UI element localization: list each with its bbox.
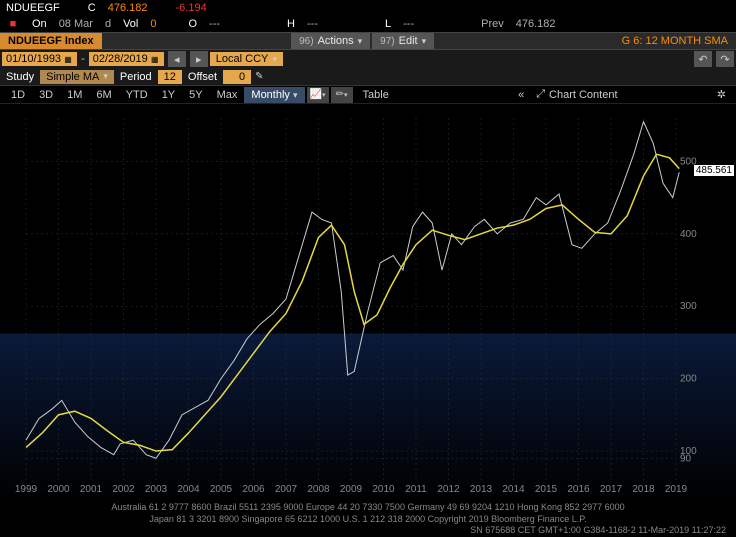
- track-label: On: [32, 18, 47, 30]
- timeframe-1y[interactable]: 1Y: [155, 87, 182, 103]
- chevron-down-icon: ▾: [103, 71, 108, 82]
- date-value: 08 Mar: [59, 18, 93, 30]
- high-value: ---: [307, 18, 318, 30]
- change-value: -6.194: [176, 2, 207, 14]
- svg-text:200: 200: [680, 374, 697, 385]
- svg-text:2016: 2016: [567, 484, 590, 495]
- redo-button[interactable]: ↷: [716, 51, 734, 67]
- offset-label: Offset: [184, 70, 221, 84]
- chart-content-button[interactable]: ⤢Chart Content: [536, 88, 617, 101]
- close-label: C: [88, 2, 96, 14]
- study-dropdown[interactable]: Simple MA ▾: [40, 70, 114, 84]
- svg-text:2001: 2001: [80, 484, 103, 495]
- svg-text:2006: 2006: [242, 484, 265, 495]
- svg-text:2003: 2003: [145, 484, 168, 495]
- drawing-tools-button[interactable]: ✏▾: [331, 87, 353, 103]
- edit-menu[interactable]: 97) Edit ▾: [372, 33, 434, 49]
- svg-text:2014: 2014: [502, 484, 525, 495]
- svg-text:2010: 2010: [372, 484, 395, 495]
- calendar-icon[interactable]: ▦: [150, 54, 160, 64]
- open-value: ---: [209, 18, 220, 30]
- collapse-button[interactable]: «: [518, 89, 524, 101]
- open-label: O: [188, 18, 197, 30]
- timeframe-1d[interactable]: 1D: [4, 87, 32, 103]
- svg-text:2019: 2019: [665, 484, 688, 495]
- svg-text:2017: 2017: [600, 484, 623, 495]
- footer-line3: SN 675688 CET GMT+1:00 G384-1168-2 11-Ma…: [10, 525, 726, 537]
- low-value: ---: [403, 18, 414, 30]
- chart-area[interactable]: 9010020030040050019992000200120022003200…: [0, 104, 736, 500]
- svg-text:400: 400: [680, 229, 697, 240]
- svg-text:2000: 2000: [47, 484, 70, 495]
- high-label: H: [287, 18, 295, 30]
- footer-line2: Japan 81 3 3201 8900 Singapore 65 6212 1…: [10, 514, 726, 526]
- svg-text:2011: 2011: [405, 484, 427, 495]
- timeframe-3d[interactable]: 3D: [32, 87, 60, 103]
- timeframe-max[interactable]: Max: [210, 87, 245, 103]
- svg-text:1999: 1999: [15, 484, 38, 495]
- edit-key: 97): [380, 36, 394, 47]
- prev-period-button[interactable]: ◂: [168, 51, 186, 67]
- study-value: Simple MA: [46, 71, 99, 83]
- timeframe-6m[interactable]: 6M: [89, 87, 118, 103]
- svg-text:2015: 2015: [535, 484, 558, 495]
- close-value: 476.182: [108, 2, 148, 14]
- currency-value: Local CCY: [216, 53, 269, 65]
- date-from-value: 01/10/1993: [6, 53, 61, 65]
- currency-dropdown[interactable]: Local CCY ▾: [210, 52, 283, 66]
- undo-button[interactable]: ↶: [694, 51, 712, 67]
- footer-line1: Australia 61 2 9777 8600 Brazil 5511 239…: [10, 502, 726, 514]
- svg-text:2013: 2013: [470, 484, 493, 495]
- table-button[interactable]: Table: [353, 87, 399, 103]
- timeframe-1m[interactable]: 1M: [60, 87, 89, 103]
- study-label: Study: [2, 70, 38, 84]
- prev-value: 476.182: [516, 18, 556, 30]
- period-field[interactable]: 12: [158, 70, 182, 84]
- vol-value: 0: [150, 18, 156, 30]
- svg-text:300: 300: [680, 301, 697, 312]
- edit-label: Edit: [399, 35, 418, 47]
- svg-text:2002: 2002: [112, 484, 135, 495]
- chart-type-button[interactable]: 📈▾: [307, 87, 329, 103]
- svg-text:2005: 2005: [210, 484, 233, 495]
- date-suffix: d: [105, 18, 111, 30]
- vol-label: Vol: [123, 18, 138, 30]
- timeframe-ytd[interactable]: YTD: [119, 87, 155, 103]
- svg-text:2008: 2008: [307, 484, 330, 495]
- date-from-field[interactable]: 01/10/1993 ▦: [2, 52, 77, 66]
- index-name-field[interactable]: NDUEEGF Index: [0, 33, 102, 49]
- svg-text:100: 100: [680, 446, 697, 457]
- svg-text:2012: 2012: [437, 484, 460, 495]
- interval-dropdown[interactable]: Monthly ▾: [244, 87, 304, 103]
- chevron-down-icon: ▾: [272, 54, 277, 65]
- chevron-down-icon: ▾: [422, 36, 427, 47]
- current-price-tag: 485.561: [694, 165, 734, 176]
- svg-text:2009: 2009: [340, 484, 363, 495]
- offset-field[interactable]: 0: [223, 70, 251, 84]
- low-label: L: [385, 18, 391, 30]
- timeframe-5y[interactable]: 5Y: [182, 87, 209, 103]
- svg-text:2007: 2007: [275, 484, 298, 495]
- date-separator: -: [79, 53, 87, 65]
- svg-text:2018: 2018: [632, 484, 655, 495]
- actions-menu[interactable]: 96) Actions ▾: [291, 33, 370, 49]
- svg-text:2004: 2004: [177, 484, 200, 495]
- gear-icon[interactable]: ✲: [717, 88, 726, 101]
- actions-key: 96): [299, 36, 313, 47]
- footer: Australia 61 2 9777 8600 Brazil 5511 239…: [0, 500, 736, 530]
- date-to-value: 02/28/2019: [93, 53, 148, 65]
- chevron-down-icon: ▾: [358, 36, 363, 47]
- track-icon[interactable]: ■: [6, 18, 20, 30]
- calendar-icon[interactable]: ▦: [63, 54, 73, 64]
- ticker-symbol: NDUEEGF: [6, 2, 60, 14]
- next-period-button[interactable]: ▸: [190, 51, 208, 67]
- period-label: Period: [116, 70, 156, 84]
- prev-label: Prev: [481, 18, 504, 30]
- chart-title: G 6: 12 MONTH SMA: [622, 35, 728, 47]
- date-to-field[interactable]: 02/28/2019 ▦: [89, 52, 164, 66]
- edit-pencil-icon[interactable]: ✎: [255, 71, 263, 82]
- actions-label: Actions: [318, 35, 354, 47]
